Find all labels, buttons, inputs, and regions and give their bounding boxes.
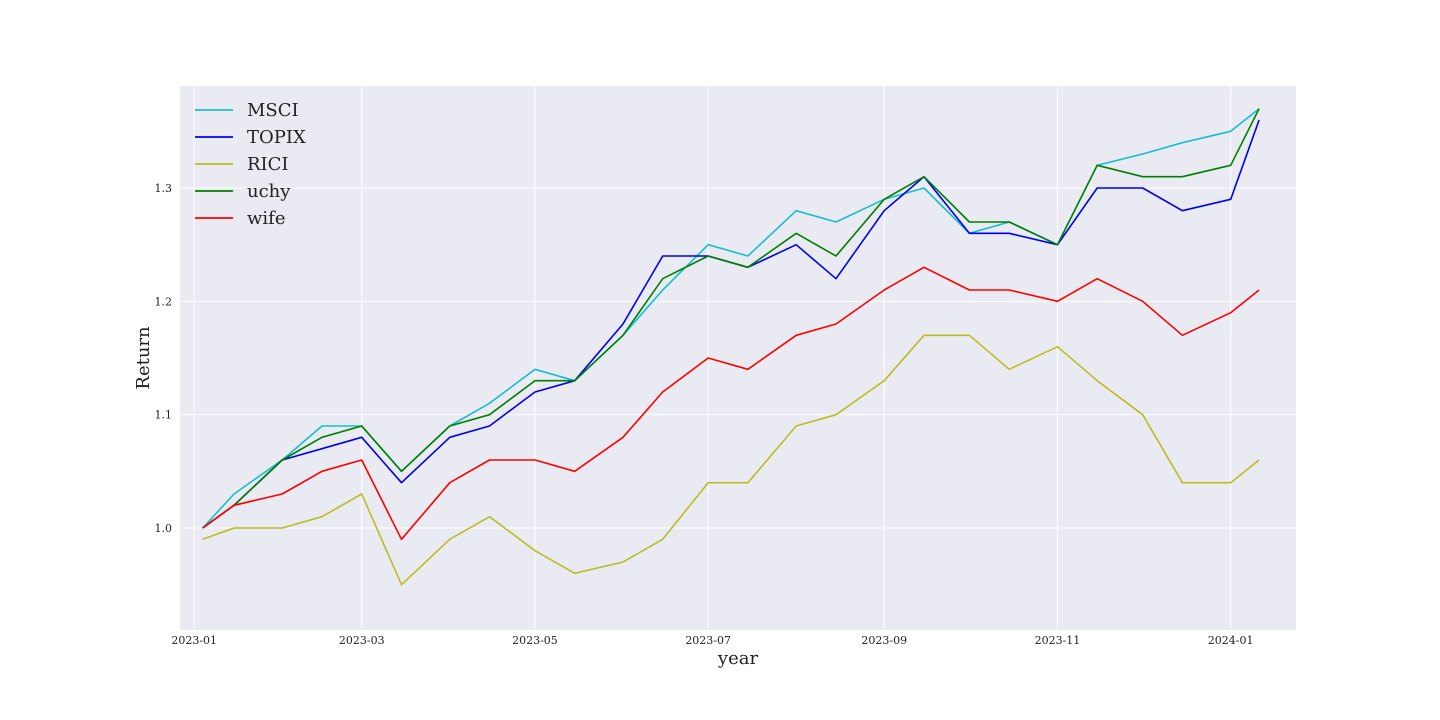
legend-label-wife: wife xyxy=(247,208,285,229)
y-tick-label: 1.3 xyxy=(155,182,173,195)
x-tick-label: 2023-09 xyxy=(861,634,907,647)
legend-label-rici: RICI xyxy=(247,154,289,175)
grid xyxy=(180,86,1296,630)
y-tick-label: 1.0 xyxy=(155,522,173,535)
series-line-rici xyxy=(202,334,1260,586)
y-tick-label: 1.2 xyxy=(155,295,173,308)
x-tick-label: 2024-01 xyxy=(1208,634,1254,647)
x-tick-label: 2023-05 xyxy=(512,634,558,647)
x-tick-label: 2023-01 xyxy=(171,634,217,647)
series-line-wife xyxy=(202,266,1260,541)
y-axis-label: Return xyxy=(133,326,154,390)
tick-labels: 2023-01 2023-03 2023-05 2023-07 2023-09 2023-… xyxy=(155,182,1254,647)
series-layer xyxy=(202,108,1260,586)
x-tick-label: 2023-11 xyxy=(1035,634,1081,647)
legend-label-uchy: uchy xyxy=(247,181,291,202)
series-line-uchy xyxy=(202,108,1260,529)
legend-label-topix: TOPIX xyxy=(247,127,306,148)
plot-area xyxy=(180,86,1296,630)
legend-label-msci: MSCI xyxy=(247,100,299,121)
y-tick-label: 1.1 xyxy=(155,409,173,422)
x-axis-label: year xyxy=(717,648,759,669)
legend: MSCI TOPIX RICI uchy wife xyxy=(195,100,306,229)
x-tick-label: 2023-07 xyxy=(685,634,731,647)
x-tick-label: 2023-03 xyxy=(339,634,385,647)
